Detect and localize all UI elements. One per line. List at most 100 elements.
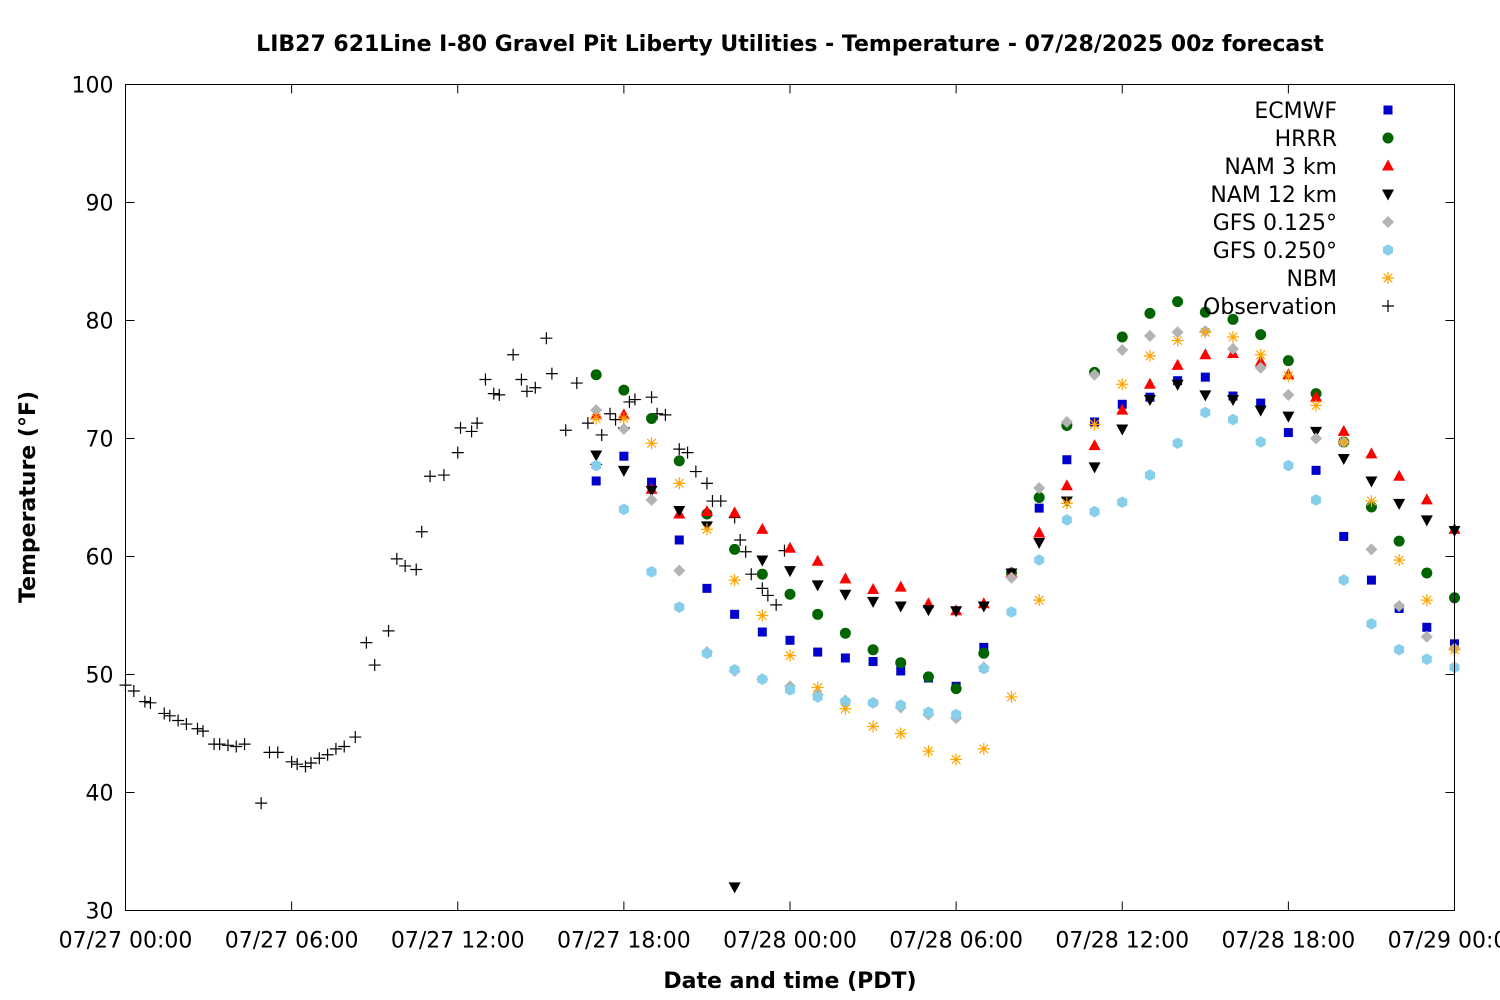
data-point — [702, 583, 712, 593]
data-point — [950, 606, 963, 618]
data-point — [604, 407, 617, 420]
data-point — [1310, 432, 1323, 445]
data-point — [590, 404, 603, 417]
data-point — [950, 753, 963, 766]
data-point — [617, 465, 630, 477]
legend: ECMWF HRRR NAM 3 km NAM 12 km GFS 0.125° GFS … — [1203, 99, 1394, 320]
data-point — [728, 574, 741, 587]
data-point — [1393, 535, 1405, 547]
data-point — [894, 580, 907, 592]
data-point — [1033, 492, 1045, 503]
data-point — [950, 683, 962, 695]
data-point — [1060, 497, 1073, 510]
data-point — [581, 417, 594, 430]
plot-border — [125, 84, 1455, 911]
data-point — [978, 662, 989, 675]
data-point — [674, 601, 685, 613]
data-point — [360, 636, 373, 649]
data-point — [1311, 465, 1321, 475]
data-point — [465, 425, 478, 438]
data-point — [415, 525, 428, 538]
data-point — [1060, 479, 1073, 491]
data-point — [1143, 329, 1156, 342]
data-point — [158, 707, 171, 720]
legend-entry: NBM — [1286, 267, 1394, 292]
data-point — [180, 718, 193, 731]
data-point — [454, 421, 467, 434]
data-point — [813, 647, 823, 657]
data-point — [1365, 495, 1378, 508]
x-tick-label: 07/28 06:00 — [889, 929, 1023, 954]
data-point — [1144, 469, 1155, 481]
data-point — [645, 493, 658, 506]
data-point — [701, 647, 712, 660]
data-point — [1337, 424, 1350, 436]
data-point — [1088, 462, 1101, 474]
data-point — [529, 381, 542, 394]
data-point — [617, 412, 630, 425]
legend-entry: NAM 3 km — [1224, 155, 1394, 180]
data-point — [382, 624, 395, 637]
data-point — [1393, 554, 1406, 567]
data-point — [646, 566, 657, 578]
x-tick-label: 07/28 12:00 — [1055, 929, 1189, 954]
data-point — [895, 699, 906, 711]
data-point — [1171, 326, 1184, 339]
data-point — [1365, 476, 1378, 488]
data-point — [399, 559, 412, 572]
data-point — [1282, 369, 1295, 382]
data-point — [1172, 296, 1184, 308]
data-point — [1061, 514, 1072, 526]
data-point — [424, 470, 437, 483]
data-point — [867, 644, 879, 656]
data-point — [144, 696, 157, 709]
data-point — [1005, 571, 1018, 584]
data-point — [1088, 368, 1101, 381]
data-point — [570, 377, 583, 390]
data-point — [714, 495, 727, 508]
data-point — [868, 697, 879, 709]
data-point — [1365, 447, 1378, 459]
data-point — [1060, 415, 1073, 428]
data-point — [645, 391, 658, 404]
y-axis-label: Temperature (°F) — [16, 391, 41, 603]
data-point — [1393, 498, 1406, 510]
data-point — [978, 647, 990, 659]
legend-label: ECMWF — [1254, 99, 1337, 124]
x-tick-label: 07/27 18:00 — [557, 929, 691, 954]
y-tick-label: 60 — [86, 546, 114, 571]
data-point — [756, 522, 769, 534]
data-point — [437, 469, 450, 482]
data-point — [1254, 348, 1267, 361]
data-point — [410, 563, 423, 576]
data-point — [609, 413, 622, 426]
data-point — [618, 384, 630, 396]
y-tick-label: 40 — [86, 782, 114, 807]
data-point — [1255, 329, 1267, 341]
legend-marker — [1382, 159, 1394, 171]
data-point — [756, 555, 769, 567]
data-point — [1088, 439, 1101, 451]
data-point — [1117, 496, 1128, 508]
data-point — [895, 657, 907, 669]
data-point — [951, 708, 962, 721]
data-point — [1116, 344, 1129, 356]
legend-label: NBM — [1286, 267, 1337, 292]
chart-title: LIB27 621Line I-80 Gravel Pit Liberty Ut… — [256, 32, 1324, 57]
data-point — [977, 742, 990, 755]
data-point — [127, 685, 140, 698]
data-point — [1116, 403, 1129, 415]
data-point — [590, 450, 603, 462]
data-point — [922, 605, 935, 617]
legend-label: NAM 3 km — [1224, 155, 1337, 180]
data-point — [559, 424, 572, 437]
data-point — [493, 388, 506, 401]
data-point — [238, 738, 251, 751]
data-point — [1227, 331, 1239, 344]
data-point — [591, 459, 602, 472]
data-point — [487, 387, 500, 400]
data-point — [338, 740, 351, 753]
data-point — [673, 455, 685, 467]
data-point — [1171, 358, 1184, 370]
data-point — [1144, 307, 1156, 319]
